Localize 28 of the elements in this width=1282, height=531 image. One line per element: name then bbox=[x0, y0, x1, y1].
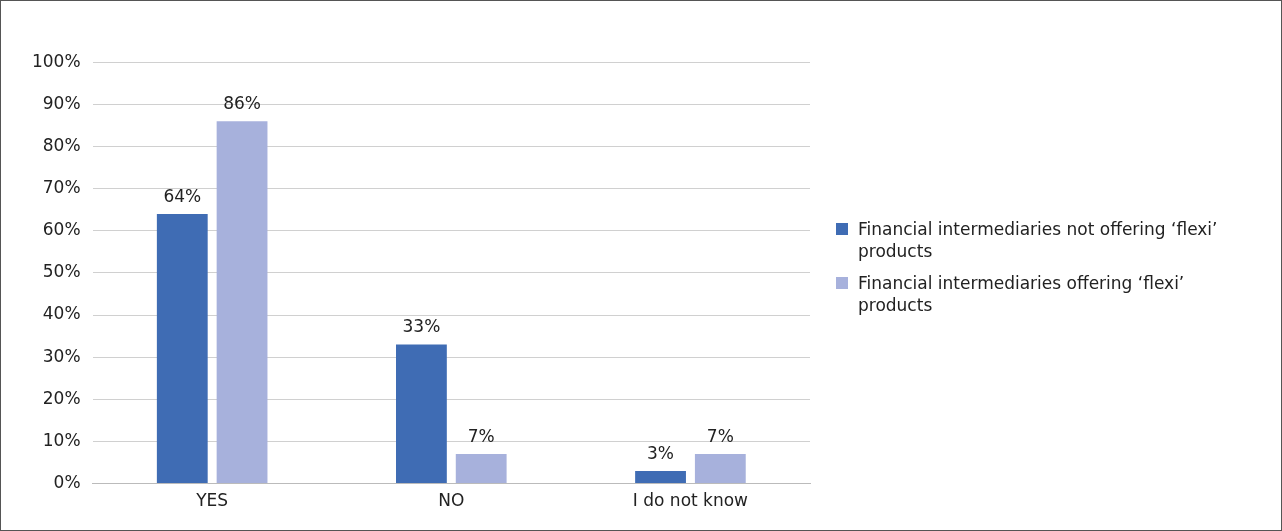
bar bbox=[396, 344, 447, 484]
y-tick-label: 90% bbox=[42, 92, 81, 113]
x-tick-label: NO bbox=[438, 490, 465, 511]
y-tick-label: 60% bbox=[42, 219, 81, 240]
bar bbox=[156, 213, 208, 484]
y-tick-label: 70% bbox=[42, 177, 81, 198]
bar bbox=[455, 454, 507, 484]
y-tick-label: 30% bbox=[42, 345, 81, 366]
bar bbox=[216, 121, 268, 484]
legend-label: Financial intermediaries not offering ‘flexi’ products bbox=[858, 218, 1219, 262]
data-label: 64% bbox=[163, 185, 202, 206]
x-tick-label: YES bbox=[195, 490, 229, 511]
y-tick-label: 0% bbox=[53, 472, 81, 493]
y-tick-label: 10% bbox=[42, 429, 81, 450]
y-tick-label: 20% bbox=[42, 387, 81, 408]
data-label: 7% bbox=[467, 426, 495, 447]
y-tick-label: 50% bbox=[42, 261, 81, 282]
y-tick-label: 80% bbox=[42, 134, 81, 155]
y-tick-label: 100% bbox=[31, 50, 81, 71]
legend-label: Financial intermediaries offering ‘flexi’ products bbox=[858, 272, 1186, 316]
bar bbox=[635, 470, 686, 484]
data-label: 86% bbox=[223, 93, 261, 114]
data-label: 7% bbox=[706, 426, 734, 447]
bar bbox=[694, 454, 746, 484]
y-tick-label: 40% bbox=[42, 303, 81, 324]
data-label: 33% bbox=[402, 316, 441, 337]
x-tick-label: I do not know bbox=[632, 490, 749, 511]
data-label: 3% bbox=[647, 442, 675, 463]
